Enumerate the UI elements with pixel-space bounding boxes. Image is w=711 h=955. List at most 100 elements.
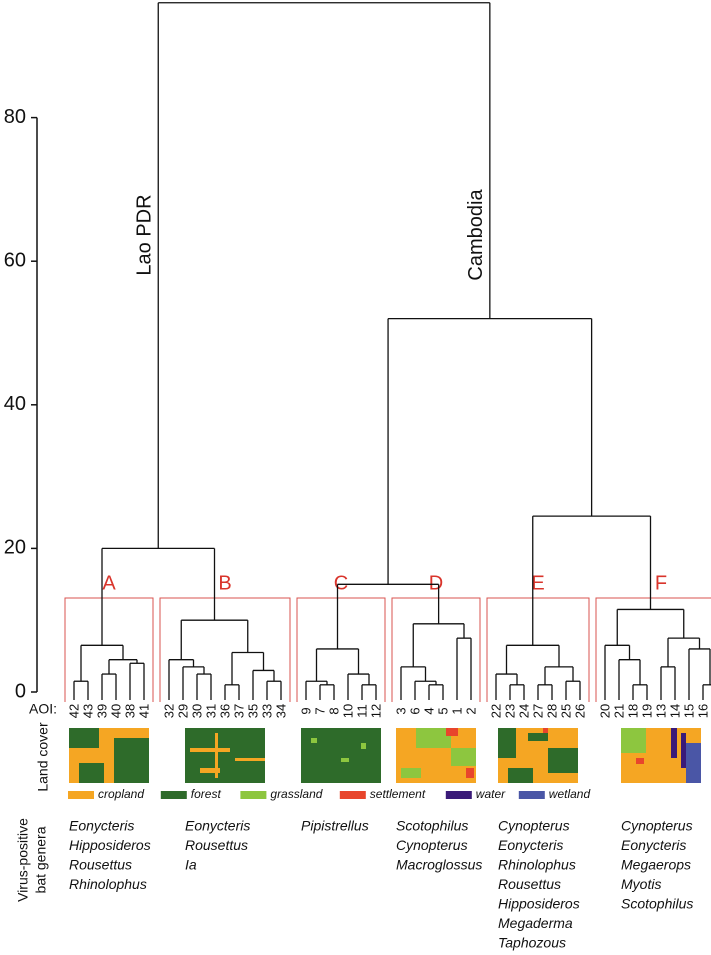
genus: Cynopterus [498, 818, 570, 834]
leaf-label: 11 [354, 704, 369, 718]
genus: Megaderma [498, 915, 573, 931]
leaf-label: 27 [530, 704, 545, 718]
land-cover-patch [341, 758, 349, 762]
genus: Taphozous [498, 935, 566, 951]
leaf-label: 12 [368, 704, 383, 718]
genus: Scotophilus [621, 896, 693, 912]
y-tick-label: 0 [15, 680, 26, 702]
land-cover-image [621, 728, 701, 783]
legend-swatch [68, 791, 94, 799]
leaf-label: 5 [435, 707, 450, 714]
y-tick-label: 40 [4, 393, 26, 415]
genus: Megaerops [621, 857, 691, 873]
leaf-label: 21 [611, 704, 626, 718]
land-cover-patch [543, 728, 548, 733]
legend-label: wetland [549, 787, 591, 801]
branch-name: Cambodia [465, 189, 487, 281]
land-cover-patch [235, 758, 265, 761]
land-cover-patch [301, 728, 381, 783]
leaf-label: 37 [231, 704, 246, 718]
leaf-label: 9 [298, 707, 313, 714]
land-cover-image [498, 728, 578, 783]
leaf-label: 39 [94, 704, 109, 718]
leaf-label: 23 [502, 704, 517, 718]
y-tick-label: 60 [4, 249, 26, 271]
land-cover-patch [215, 733, 218, 778]
leaf-label: 40 [108, 704, 123, 718]
leaf-label: 35 [245, 704, 260, 718]
leaf-label: 10 [340, 704, 355, 718]
genus: Eonycteris [69, 818, 134, 834]
genus: Cynopterus [396, 837, 468, 853]
leaf-label: 8 [326, 707, 341, 714]
land-cover-patch [636, 758, 644, 764]
leaf-label: 41 [136, 704, 151, 718]
land-cover-patch [416, 728, 451, 748]
legend-label: water [476, 787, 506, 801]
cluster-bracket [296, 597, 386, 702]
genus: Ia [185, 857, 197, 873]
land-cover-patch [451, 748, 476, 766]
legend-swatch [160, 791, 187, 799]
leaf-label: 31 [203, 704, 218, 718]
legend-swatch [339, 791, 366, 799]
land-cover-image [396, 728, 476, 783]
genus: Scotophilus [396, 818, 468, 834]
genus: Macroglossus [396, 857, 482, 873]
land-cover-patch [621, 728, 646, 753]
legend-label: settlement [370, 787, 426, 801]
land-cover-image [69, 728, 149, 783]
cluster-bracket [64, 597, 154, 702]
leaf-label: 7 [312, 707, 327, 714]
leaf-label: 19 [639, 704, 654, 718]
genus: Rousettus [185, 837, 248, 853]
leaf-label: 14 [667, 704, 682, 718]
land-cover-patch [190, 748, 230, 752]
leaf-label: 24 [516, 704, 531, 718]
genus: Eonycteris [498, 837, 563, 853]
leaf-label: 34 [273, 704, 288, 718]
leaf-label: 18 [625, 704, 640, 718]
land-cover-patch [69, 728, 99, 748]
leaf-label: 20 [597, 704, 612, 718]
land-cover-patch [311, 738, 317, 743]
leaf-label: 25 [558, 704, 573, 718]
leaf-label: 15 [681, 704, 696, 718]
y-tick-label: 80 [4, 106, 26, 128]
land-cover-patch [498, 728, 516, 758]
leaf-label: 29 [175, 704, 190, 718]
aoi-label: AOI: [29, 701, 57, 717]
leaf-label: 4 [421, 707, 436, 714]
genus: Cynopterus [621, 818, 693, 834]
legend-swatch [518, 791, 545, 799]
land-cover-patch [114, 738, 149, 783]
leaf-label: 38 [122, 704, 137, 718]
land-cover-patch [361, 743, 366, 749]
leaf-label: 1 [449, 707, 464, 714]
land-cover-patch [200, 768, 220, 773]
land-cover-patch [681, 733, 686, 768]
leaf-label: 16 [695, 704, 710, 718]
y-tick-label: 20 [4, 537, 26, 559]
legend-label: forest [191, 787, 222, 801]
legend-label: grassland [270, 787, 322, 801]
leaf-label: 43 [80, 704, 95, 718]
genus: Myotis [621, 876, 661, 892]
leaf-label: 17 [709, 704, 711, 718]
land-cover-patch [686, 743, 701, 783]
land-cover-image [185, 728, 265, 783]
leaf-label: 6 [407, 707, 422, 714]
land-cover-patch [446, 728, 458, 736]
leaf-label: 30 [189, 704, 204, 718]
leaf-label: 33 [259, 704, 274, 718]
genus: Rhinolophus [69, 876, 147, 892]
land-cover-patch [528, 733, 548, 741]
genera-label: Virus-positive [15, 818, 31, 902]
cluster-label: E [531, 572, 544, 594]
land-cover-image [301, 728, 381, 783]
branch-name: Lao PDR [134, 194, 156, 275]
leaf-label: 22 [488, 704, 503, 718]
land-cover-patch [79, 763, 104, 783]
leaf-label: 28 [544, 704, 559, 718]
land-cover-patch [466, 768, 474, 778]
